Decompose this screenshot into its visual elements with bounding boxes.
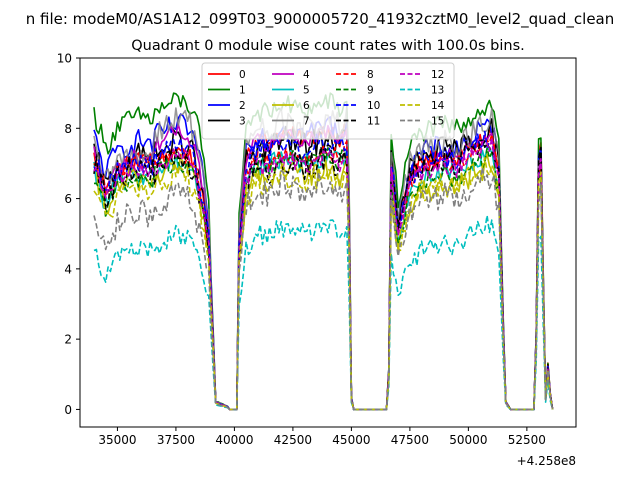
x-tick-label: 40000 xyxy=(215,433,253,447)
y-tick-label: 2 xyxy=(64,333,72,347)
x-tick-label: 35000 xyxy=(98,433,136,447)
legend-label-12: 12 xyxy=(431,69,444,81)
x-tick-label: 42500 xyxy=(274,433,312,447)
y-tick-label: 10 xyxy=(57,52,72,66)
x-tick-label: 50000 xyxy=(449,433,487,447)
legend-label-10: 10 xyxy=(367,100,380,112)
legend-label-4: 4 xyxy=(303,69,310,81)
y-tick-label: 0 xyxy=(64,403,72,417)
legend-label-14: 14 xyxy=(431,100,445,112)
legend-label-6: 6 xyxy=(303,100,310,112)
series-line-10 xyxy=(93,130,554,411)
legend-label-9: 9 xyxy=(367,85,374,97)
legend-frame xyxy=(201,62,455,140)
series-line-6 xyxy=(93,153,554,411)
x-tick-label: 47500 xyxy=(391,433,429,447)
series-line-15 xyxy=(93,166,554,411)
y-tick-label: 8 xyxy=(64,122,72,136)
legend-label-13: 13 xyxy=(431,85,444,97)
legend-label-8: 8 xyxy=(367,69,374,81)
series-line-12 xyxy=(93,136,554,411)
series-line-13 xyxy=(93,214,554,411)
chart-title: Quadrant 0 module wise count rates with … xyxy=(131,38,525,54)
series-line-9 xyxy=(93,147,554,411)
legend-label-7: 7 xyxy=(303,116,310,128)
x-offset-label: +4.258e8 xyxy=(517,454,576,468)
legend-label-2: 2 xyxy=(239,100,246,112)
series-line-11 xyxy=(93,139,554,411)
series-group xyxy=(93,92,554,411)
legend-label-1: 1 xyxy=(239,85,246,97)
y-tick-label: 4 xyxy=(64,262,72,276)
plot-frame xyxy=(79,57,577,428)
legend-label-3: 3 xyxy=(239,116,246,128)
legend-label-11: 11 xyxy=(367,116,380,128)
series-line-14 xyxy=(93,156,554,411)
legend-label-0: 0 xyxy=(239,69,246,81)
y-tick-label: 6 xyxy=(64,192,72,206)
series-line-3 xyxy=(93,118,554,411)
x-tick-label: 37500 xyxy=(157,433,195,447)
figure-suptitle: n file: modeM0/AS1A12_099T03_9000005720_… xyxy=(26,10,615,29)
legend-label-5: 5 xyxy=(303,85,310,97)
x-tick-label: 45000 xyxy=(332,433,370,447)
x-tick-label: 52500 xyxy=(508,433,546,447)
legend-label-15: 15 xyxy=(431,116,444,128)
